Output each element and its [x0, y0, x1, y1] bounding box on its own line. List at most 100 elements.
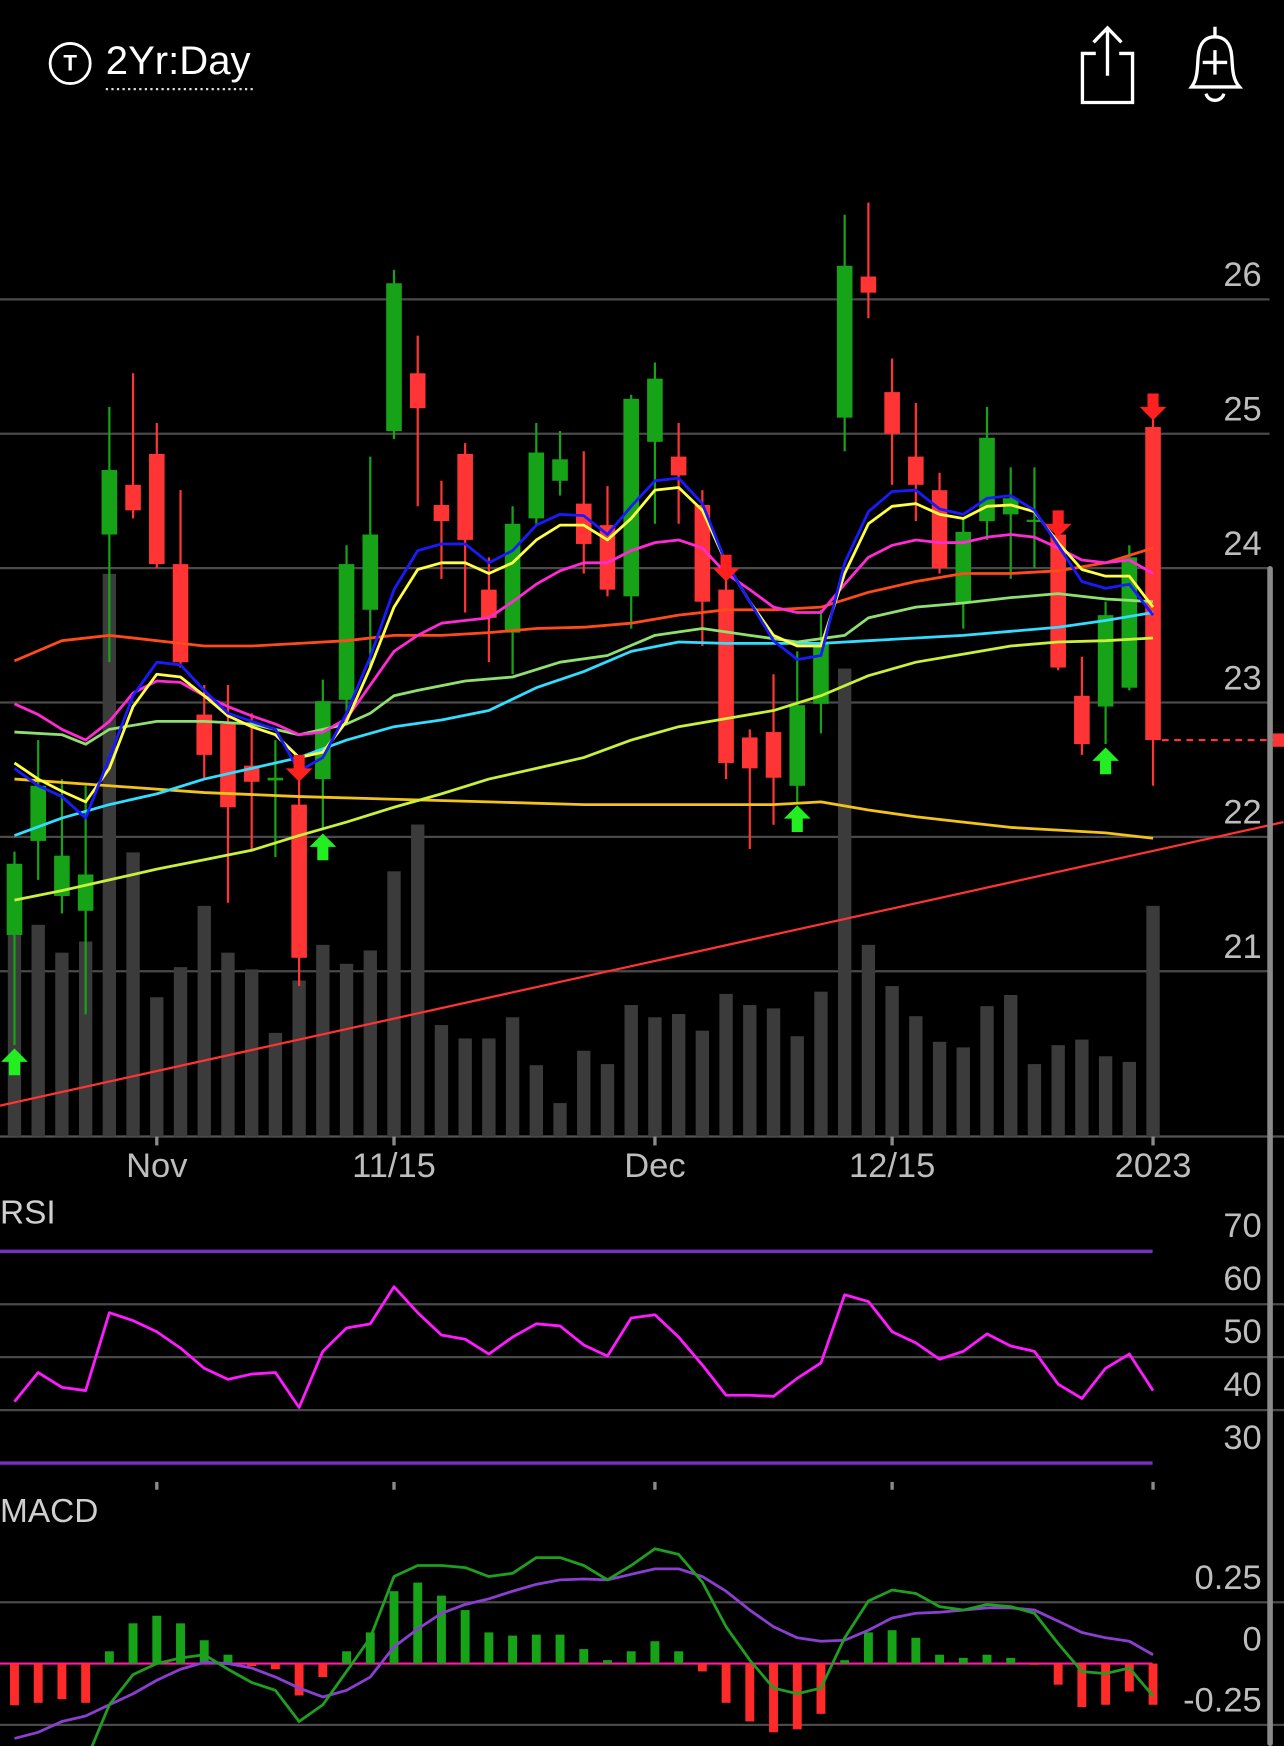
- histogram-bar: [555, 1634, 565, 1664]
- panel-title: MACD: [0, 1493, 98, 1530]
- volume-bar: [814, 991, 828, 1137]
- candle-body: [694, 504, 711, 602]
- histogram-bar: [1101, 1663, 1111, 1705]
- histogram-bar: [1006, 1657, 1016, 1664]
- histogram-bar: [10, 1663, 19, 1706]
- candle-body: [1074, 695, 1090, 745]
- candle-body: [1145, 427, 1161, 741]
- x-tick-label: 12/15: [849, 1147, 935, 1185]
- histogram-bar: [57, 1663, 67, 1700]
- volume-bar: [1098, 1056, 1113, 1137]
- volume-bar: [671, 1013, 686, 1137]
- histogram-bar: [81, 1663, 91, 1703]
- macd-plot: [0, 1547, 1284, 1746]
- volume-bar: [173, 967, 188, 1137]
- y-tick-label: 22: [1223, 794, 1261, 832]
- histogram-bar: [531, 1634, 541, 1664]
- volume-bar: [339, 963, 354, 1137]
- candle-body: [528, 452, 545, 519]
- histogram-bar: [982, 1654, 992, 1664]
- share-button[interactable]: [1080, 25, 1135, 105]
- candle-body: [457, 453, 473, 540]
- volume-bar: [885, 986, 899, 1137]
- histogram-bar: [270, 1663, 280, 1670]
- volume-bar: [766, 1008, 781, 1137]
- volume-bar: [244, 969, 259, 1137]
- volume-bar: [482, 1038, 496, 1137]
- rsi-line: [13, 1285, 1155, 1409]
- volume-bar: [363, 950, 377, 1137]
- histogram-bar: [508, 1635, 518, 1664]
- histogram-bar: [1124, 1663, 1134, 1692]
- candle-body: [54, 855, 70, 896]
- volume-bar: [316, 944, 330, 1137]
- histogram-bar: [745, 1663, 755, 1722]
- candle-body: [386, 283, 402, 432]
- bell-plus: [1202, 50, 1228, 75]
- candle-body: [860, 276, 877, 293]
- volume-bar: [790, 1036, 804, 1137]
- histogram-bar: [626, 1651, 636, 1664]
- histogram-bar: [104, 1651, 114, 1664]
- histogram-bar: [128, 1623, 138, 1664]
- histogram-bar: [33, 1663, 43, 1703]
- buy-signal: [1, 1048, 28, 1076]
- volume-bar: [1027, 1064, 1042, 1137]
- histogram-bar: [436, 1595, 446, 1664]
- header: T 2Yr:Day: [48, 25, 1244, 105]
- volume-bar: [1075, 1039, 1089, 1137]
- volume-bar: [197, 905, 211, 1137]
- volume-bar: [932, 1041, 947, 1137]
- y-tick-label: 30: [1223, 1419, 1261, 1457]
- volume-bar: [1146, 905, 1160, 1137]
- histogram-bar: [674, 1651, 684, 1664]
- sell-signal: [285, 754, 313, 782]
- histogram-bar: [318, 1663, 328, 1678]
- histogram-bar: [840, 1660, 850, 1664]
- candle-body: [599, 525, 616, 590]
- y-tick-label: 21: [1223, 928, 1261, 966]
- y-tick-label: 70: [1223, 1207, 1261, 1245]
- volume-bar: [102, 573, 117, 1137]
- histogram-bar: [1077, 1663, 1087, 1707]
- share-arrow: [1092, 25, 1123, 76]
- histogram-bar: [1148, 1663, 1158, 1705]
- candle-body: [220, 723, 236, 808]
- moving-average: [13, 476, 1155, 820]
- range-icon[interactable]: [48, 42, 92, 85]
- candle-body: [481, 589, 497, 618]
- scrollbar[interactable]: [1267, 566, 1273, 1746]
- buy-signal: [309, 833, 337, 861]
- histogram-bar: [1053, 1663, 1063, 1685]
- histogram-bar: [721, 1663, 731, 1703]
- alert-button[interactable]: [1188, 26, 1244, 102]
- volume-bar: [980, 1006, 994, 1137]
- volume-bar: [600, 1064, 615, 1137]
- volume-bar: [221, 952, 235, 1137]
- volume-bar: [387, 871, 401, 1137]
- volume-bar: [1051, 1045, 1065, 1137]
- histogram-bar: [887, 1630, 897, 1664]
- histogram-bar: [1029, 1663, 1039, 1665]
- candle-body: [30, 785, 46, 841]
- y-tick-label: -0.25: [1183, 1682, 1262, 1720]
- range-label[interactable]: 2Yr:Day: [106, 39, 251, 83]
- x-tick-label: Dec: [624, 1147, 685, 1185]
- candle-body: [647, 378, 663, 442]
- sell-signal: [1044, 510, 1072, 538]
- moving-average: [14, 636, 1154, 902]
- y-tick-label: 0: [1243, 1620, 1262, 1658]
- histogram-bar: [911, 1637, 921, 1664]
- volume-bar: [861, 944, 876, 1137]
- candle-body: [504, 523, 521, 633]
- histogram-bar: [365, 1632, 375, 1664]
- candle-body: [955, 531, 972, 604]
- candle-body: [765, 732, 782, 778]
- candle-body: [1097, 615, 1114, 707]
- histogram-bar: [792, 1663, 802, 1730]
- trendline: [0, 820, 1284, 1107]
- histogram-bar: [484, 1632, 494, 1664]
- candle-body: [77, 874, 94, 911]
- volume-bar: [624, 1005, 638, 1137]
- share-box: [1080, 51, 1135, 105]
